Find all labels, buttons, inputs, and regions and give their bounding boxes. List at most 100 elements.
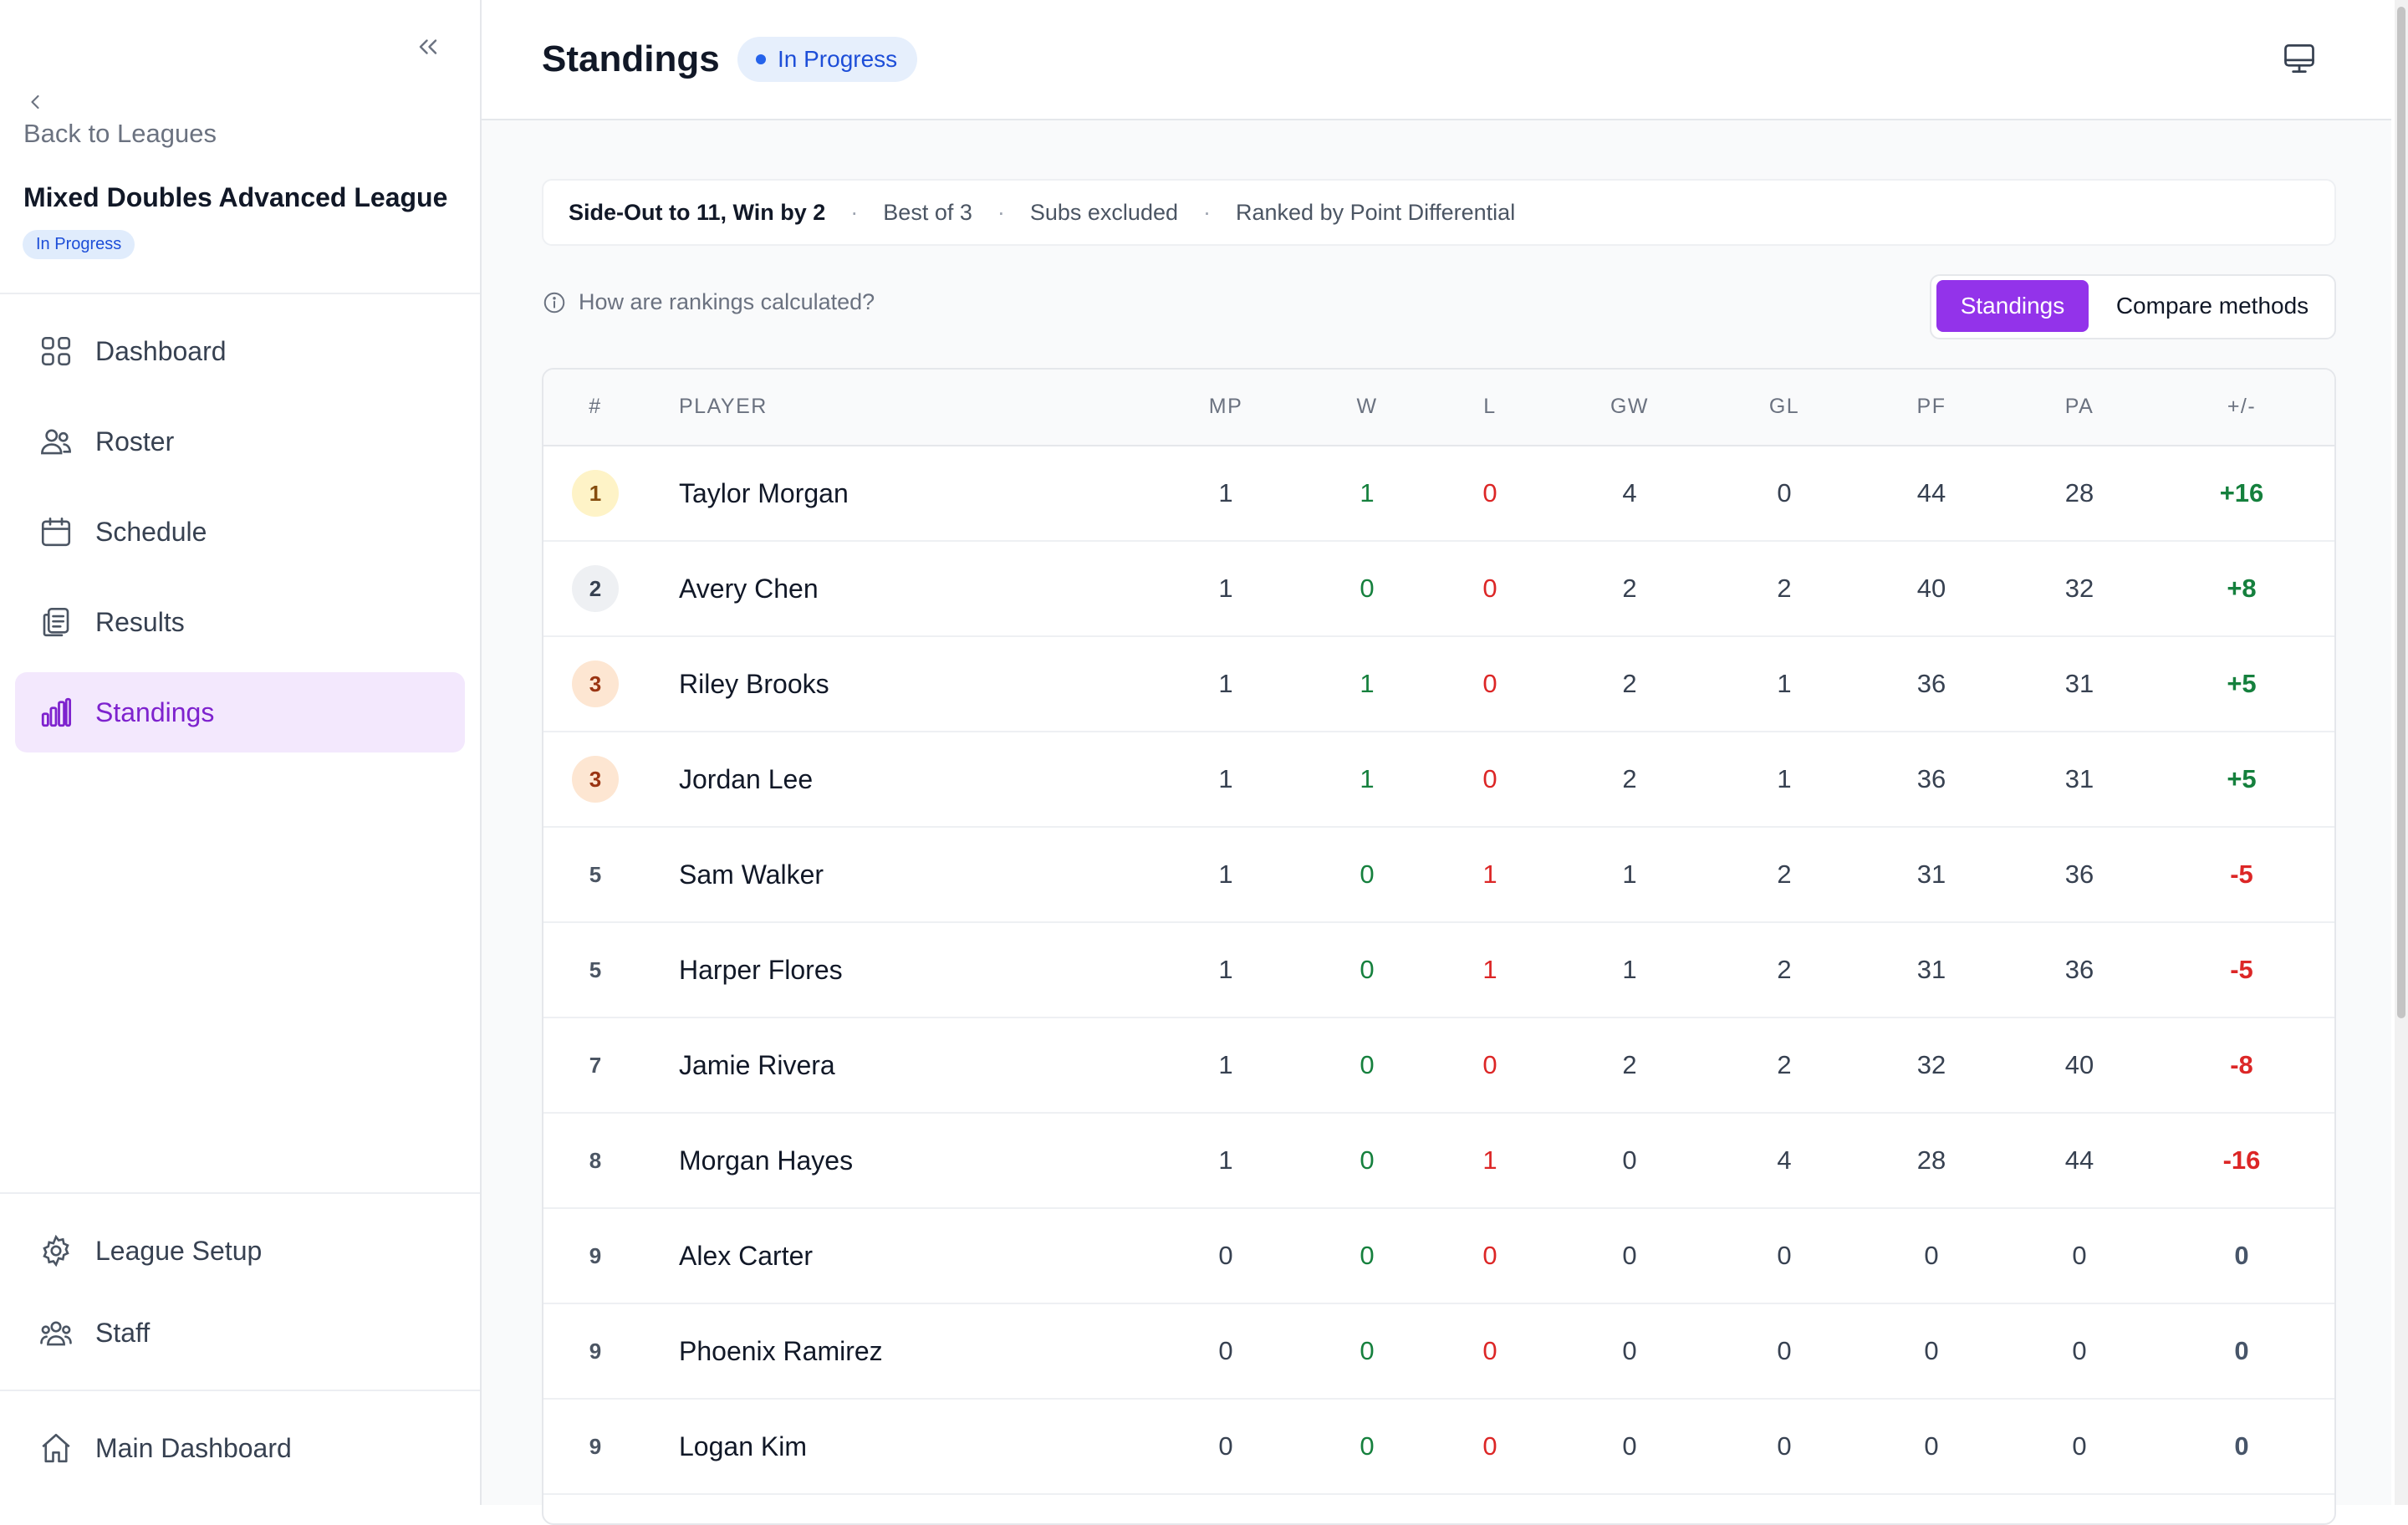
player-name[interactable]: Morgan Hayes [679, 1145, 854, 1176]
main-content: Standings In Progress Side-Out to 11, Wi… [482, 0, 2391, 1525]
w-cell: 0 [1360, 1050, 1375, 1079]
sidebar-item-results[interactable]: Results [15, 582, 465, 662]
w-cell: 0 [1360, 1336, 1375, 1365]
back-to-leagues-link[interactable]: Back to Leagues [23, 90, 217, 149]
table-row[interactable]: 3 Jordan Lee 1 1 0 2 1 36 31 +5 [543, 732, 2334, 828]
gl-cell: 2 [1777, 574, 1792, 603]
rank-badge: 5 [589, 956, 602, 982]
table-row[interactable]: 8 Morgan Hayes 1 0 1 0 4 28 44 -16 [543, 1114, 2334, 1209]
pa-cell: 32 [2064, 574, 2094, 603]
collapse-sidebar-button[interactable] [410, 28, 446, 65]
gl-cell: 1 [1777, 764, 1792, 793]
table-row[interactable]: 9 Logan Kim 0 0 0 0 0 0 0 0 [543, 1400, 2334, 1495]
pf-cell: 0 [1924, 1431, 1939, 1461]
dashboard-icon [37, 332, 75, 370]
mp-cell: 0 [1218, 1241, 1233, 1270]
rank-badge: 3 [572, 660, 619, 707]
sidebar-divider [0, 1192, 480, 1194]
w-cell: 0 [1360, 859, 1375, 889]
table-row[interactable]: 7 Jamie Rivera 1 0 0 2 2 32 40 -8 [543, 1018, 2334, 1114]
rank-cell: 5 [572, 946, 619, 993]
bar-chart-icon [37, 693, 75, 732]
mp-cell: 1 [1218, 1050, 1233, 1079]
pf-cell: 31 [1916, 955, 1946, 984]
player-name[interactable]: Sam Walker [679, 859, 824, 890]
table-row[interactable]: 3 Riley Brooks 1 1 0 2 1 36 31 +5 [543, 637, 2334, 732]
back-label: Back to Leagues [23, 119, 217, 148]
table-row[interactable]: 5 Sam Walker 1 0 1 1 2 31 36 -5 [543, 828, 2334, 923]
rankings-help-link[interactable]: How are rankings calculated? [542, 289, 875, 315]
w-cell: 0 [1360, 574, 1375, 603]
sidebar-item-schedule[interactable]: Schedule [15, 492, 465, 572]
sidebar-item-label: Main Dashboard [95, 1432, 292, 1463]
rank-cell: 9 [572, 1423, 619, 1470]
clipboard-icon [37, 603, 75, 641]
column-header-player: PLAYER [679, 395, 768, 418]
pa-cell: 36 [2064, 859, 2094, 889]
mp-cell: 0 [1218, 1431, 1233, 1461]
l-cell: 1 [1482, 859, 1497, 889]
separator-dot: · [997, 199, 1005, 225]
sidebar-item-league-setup[interactable]: League Setup [15, 1211, 465, 1291]
player-name[interactable]: Phoenix Ramirez [679, 1336, 883, 1366]
gl-cell: 0 [1777, 1431, 1792, 1461]
column-header-gw: GW [1610, 395, 1650, 418]
ranking-method: Ranked by Point Differential [1236, 199, 1516, 225]
sidebar-item-staff[interactable]: Staff [15, 1293, 465, 1373]
pf-cell: 28 [1916, 1145, 1946, 1175]
rank-cell: 9 [572, 1232, 619, 1279]
mp-cell: 1 [1218, 955, 1233, 984]
player-name[interactable]: Avery Chen [679, 574, 819, 604]
rank-cell: 9 [572, 1328, 619, 1375]
sidebar-item-main-dashboard[interactable]: Main Dashboard [15, 1408, 465, 1488]
table-row[interactable]: 1 Taylor Morgan 1 1 0 4 0 44 28 +16 [543, 446, 2334, 542]
gl-cell: 1 [1777, 669, 1792, 698]
status-label: In Progress [778, 46, 898, 72]
table-row[interactable]: 5 Harper Flores 1 0 1 1 2 31 36 -5 [543, 923, 2334, 1018]
sidebar-item-label: Results [95, 606, 185, 637]
sidebar-item-standings[interactable]: Standings [15, 672, 465, 752]
league-status-badge: In Progress [23, 230, 135, 259]
sidebar-divider [0, 293, 480, 294]
monitor-icon [2284, 44, 2314, 73]
l-cell: 0 [1482, 574, 1497, 603]
gl-cell: 2 [1777, 955, 1792, 984]
l-cell: 0 [1482, 478, 1497, 507]
sidebar: Back to Leagues Mixed Doubles Advanced L… [0, 0, 482, 1505]
rank-badge: 1 [572, 470, 619, 517]
display-mode-button[interactable] [2281, 40, 2318, 81]
scrollbar-thumb[interactable] [2397, 7, 2405, 1018]
player-name[interactable]: Taylor Morgan [679, 478, 849, 508]
player-name[interactable]: Alex Carter [679, 1241, 814, 1271]
pf-cell: 0 [1924, 1241, 1939, 1270]
table-row[interactable]: 2 Avery Chen 1 0 0 2 2 40 32 +8 [543, 542, 2334, 637]
player-name[interactable]: Harper Flores [679, 955, 843, 985]
staff-icon [37, 1313, 75, 1352]
pa-cell: 36 [2064, 955, 2094, 984]
gl-cell: 2 [1777, 1050, 1792, 1079]
player-name[interactable]: Jordan Lee [679, 764, 814, 794]
pa-cell: 0 [2072, 1336, 2087, 1365]
standings-tab[interactable]: Standings [1936, 280, 2089, 332]
pa-cell: 31 [2064, 764, 2094, 793]
rank-cell: 7 [572, 1042, 619, 1089]
match-format: Best of 3 [883, 199, 972, 225]
player-name[interactable]: Logan Kim [679, 1431, 807, 1461]
pa-cell: 0 [2072, 1241, 2087, 1270]
page-scrollbar[interactable] [2395, 0, 2408, 1505]
gw-cell: 2 [1622, 669, 1637, 698]
sidebar-item-dashboard[interactable]: Dashboard [15, 311, 465, 391]
rank-cell: 5 [572, 851, 619, 898]
gw-cell: 2 [1622, 1050, 1637, 1079]
rank-badge: 3 [572, 756, 619, 803]
table-row[interactable]: 9 Phoenix Ramirez 0 0 0 0 0 0 0 0 [543, 1304, 2334, 1400]
player-name[interactable]: Jamie Rivera [679, 1050, 835, 1080]
sidebar-item-roster[interactable]: Roster [15, 401, 465, 482]
rank-badge: 5 [589, 861, 602, 887]
compare-methods-tab[interactable]: Compare methods [2115, 293, 2309, 319]
gw-cell: 0 [1622, 1145, 1637, 1175]
table-row[interactable]: 9 Alex Carter 0 0 0 0 0 0 0 0 [543, 1209, 2334, 1304]
pf-cell: 32 [1916, 1050, 1946, 1079]
player-name[interactable]: Riley Brooks [679, 669, 829, 699]
subs-rule: Subs excluded [1029, 199, 1178, 225]
